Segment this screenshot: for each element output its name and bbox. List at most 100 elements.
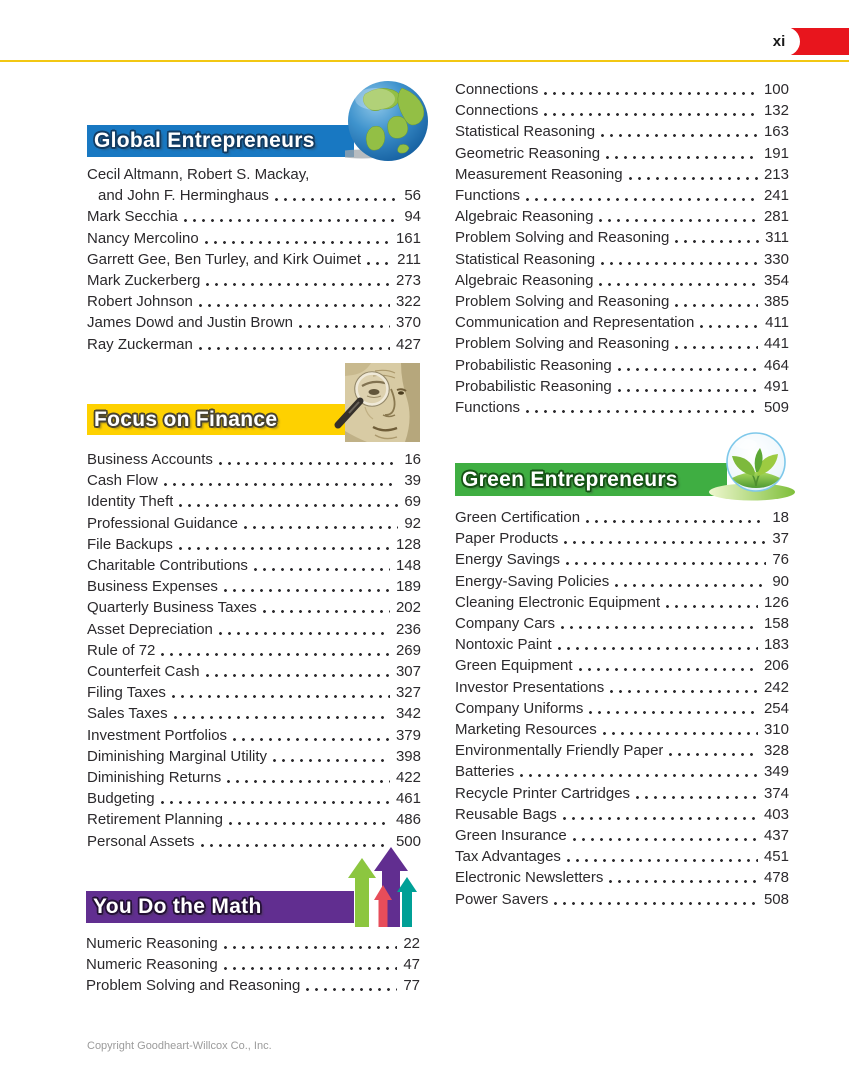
dot-leader (606, 867, 758, 889)
toc-entry: Cleaning Electronic Equipment 126 (455, 591, 789, 614)
entry-title: Business Expenses (87, 578, 218, 596)
entry-title: Energy Savings (455, 551, 561, 569)
entry-page-number: 311 (765, 229, 789, 247)
toc-entry: Recycle Printer Cartridges 374 (455, 782, 789, 804)
entry-title: Statistical Reasoning (455, 250, 596, 268)
entry-title: Paper Products (455, 530, 559, 548)
dot-leader (202, 661, 390, 683)
dot-leader (633, 782, 758, 804)
dot-leader (271, 185, 399, 207)
dot-leader (625, 163, 758, 186)
entry-page-number: 374 (763, 784, 789, 802)
entry-page-number: 18 (772, 509, 789, 526)
green-entrepreneurs-banner: Green Entrepreneurs (455, 463, 727, 496)
dot-leader (554, 634, 758, 656)
toc-entry: Problem Solving and Reasoning 77 (86, 975, 420, 997)
page-number-circle (771, 27, 800, 56)
entry-title: Electronic Newsletters (455, 869, 604, 887)
entry-page-number: 385 (763, 293, 789, 311)
entry-title: Reusable Bags (455, 805, 557, 823)
dot-leader (598, 121, 758, 143)
dot-leader (225, 809, 390, 831)
dot-leader (176, 491, 399, 513)
entry-page-number: 161 (395, 229, 421, 247)
green-entrepreneurs-list: Green Certification 18 Paper Products 37 Ene… (455, 507, 789, 910)
dot-leader (561, 528, 767, 550)
continued-feature-list: Connections 100 Connections 132 Statistical … (455, 79, 789, 419)
dot-leader (195, 333, 390, 355)
toc-entry: Algebraic Reasoning 281 (455, 206, 789, 228)
toc-entry: Measurement Reasoning 213 (455, 163, 789, 186)
toc-entry: Green Equipment 206 (455, 655, 789, 677)
entry-page-number: 213 (763, 165, 789, 183)
focus-on-finance-list: Business Accounts 16 Cash Flow 39 Identity T… (87, 449, 421, 852)
entry-title: and John F. Herminghaus (98, 187, 269, 205)
entry-page-number: 310 (763, 721, 789, 739)
toc-entry: Business Accounts 16 (87, 449, 421, 471)
dot-leader (168, 682, 390, 704)
you-do-the-math-list: Numeric Reasoning 22 Numeric Reasoning 47 Pr… (86, 933, 420, 997)
entry-title: Problem Solving and Reasoning (86, 977, 301, 995)
you-do-the-math-banner: You Do the Math (86, 891, 354, 923)
toc-entry: Retirement Planning 486 (87, 809, 421, 831)
entry-title: Power Savers (455, 890, 549, 908)
entry-page-number: 322 (395, 293, 421, 311)
entry-title: Counterfeit Cash (87, 663, 200, 681)
entry-title: Geometric Reasoning (455, 144, 601, 162)
dot-leader (614, 375, 758, 398)
entry-page-number: 422 (395, 769, 421, 787)
toc-entry: Statistical Reasoning 330 (455, 248, 789, 270)
entry-title: Retirement Planning (87, 811, 223, 829)
toc-entry: Filing Taxes 327 (87, 682, 421, 704)
entry-page-number: 241 (763, 187, 789, 205)
entry-title: Probabilistic Reasoning (455, 377, 612, 395)
entry-title: Connections (455, 102, 539, 120)
entry-page-number: 39 (404, 472, 421, 490)
entry-title: Marketing Resources (455, 721, 597, 739)
entry-title: Garrett Gee, Ben Turley, and Kirk Ouimet (87, 250, 361, 268)
entry-page-number: 437 (763, 827, 789, 845)
dot-leader (220, 576, 390, 598)
dot-leader (598, 248, 758, 270)
toc-entry: Nancy Mercolino 161 (87, 227, 421, 249)
entry-page-number: 464 (763, 356, 789, 374)
global-entrepreneurs-title: Global Entrepreneurs (94, 129, 315, 152)
toc-entry: Electronic Newsletters 478 (455, 867, 789, 889)
entry-title: Problem Solving and Reasoning (455, 293, 670, 311)
entry-page-number: 37 (772, 530, 789, 548)
dot-leader (160, 470, 399, 492)
toc-entry: Ray Zuckerman 427 (87, 333, 421, 355)
entry-page-number: 100 (763, 81, 789, 98)
toc-entry: Problem Solving and Reasoning 441 (455, 333, 789, 355)
toc-entry: Nontoxic Paint 183 (455, 634, 789, 656)
entry-title: Tax Advantages (455, 848, 561, 866)
dot-leader (586, 697, 758, 720)
you-do-the-math-title: You Do the Math (93, 895, 262, 918)
dot-leader (583, 507, 767, 529)
entry-page-number: 478 (763, 869, 789, 887)
entry-page-number: 342 (395, 705, 421, 723)
dot-leader (599, 719, 758, 741)
toc-entry: Green Insurance 437 (455, 825, 789, 847)
entry-title: Environmentally Friendly Paper (455, 742, 664, 760)
toc-entry: Professional Guidance 92 (87, 512, 421, 534)
entry-page-number: 56 (404, 187, 421, 205)
entry-title: James Dowd and Justin Brown (87, 314, 293, 332)
entry-title: Mark Secchia (87, 208, 178, 226)
entry-page-number: 16 (404, 451, 421, 468)
toc-entry: Geometric Reasoning 191 (455, 142, 789, 164)
entry-title: Robert Johnson (87, 293, 193, 311)
entry-title: Charitable Contributions (87, 557, 248, 575)
toc-entry: Identity Theft 69 (87, 491, 421, 513)
entry-title: Green Equipment (455, 657, 573, 675)
toc-entry: Functions 509 (455, 397, 789, 419)
entry-title: Mark Zuckerberg (87, 272, 201, 290)
entry-page-number: 349 (763, 763, 789, 781)
toc-entry: Mark Secchia 94 (87, 206, 421, 228)
entry-page-number: 327 (395, 684, 421, 702)
entry-page-number: 500 (395, 832, 421, 850)
dot-leader (215, 449, 399, 471)
toc-entry: Energy-Saving Policies 90 (455, 570, 789, 592)
dot-leader (575, 655, 758, 677)
